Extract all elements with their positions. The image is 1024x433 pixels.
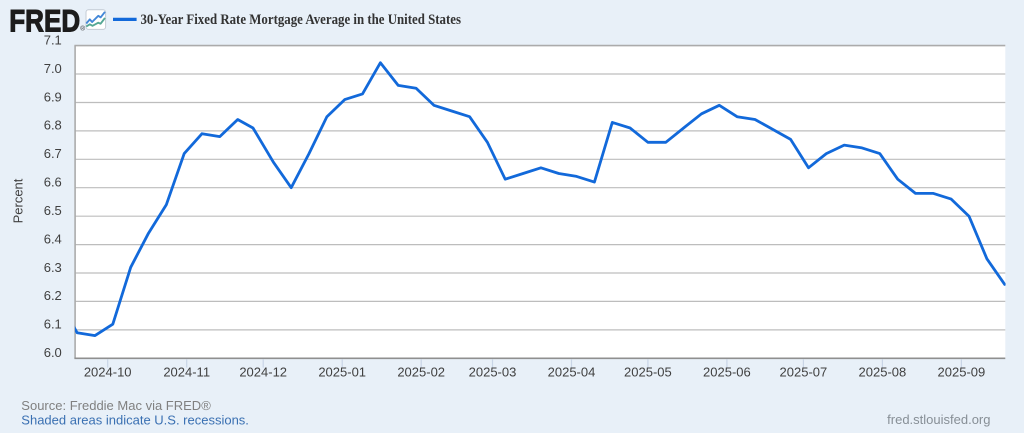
svg-text:2024-12: 2024-12	[239, 364, 287, 379]
svg-text:®: ®	[80, 24, 85, 32]
svg-text:6.1: 6.1	[44, 317, 62, 332]
svg-text:FRED: FRED	[9, 2, 80, 38]
svg-text:2025-07: 2025-07	[780, 364, 828, 379]
svg-text:2024-10: 2024-10	[84, 364, 132, 379]
svg-text:Source: Freddie Mac via FRED®: Source: Freddie Mac via FRED®	[21, 398, 211, 413]
svg-text:Percent: Percent	[11, 178, 26, 223]
svg-text:6.3: 6.3	[44, 260, 62, 275]
svg-text:2025-04: 2025-04	[548, 364, 596, 379]
svg-text:30-Year Fixed Rate Mortgage Av: 30-Year Fixed Rate Mortgage Average in t…	[141, 12, 462, 28]
svg-text:2025-03: 2025-03	[469, 364, 517, 379]
svg-text:2025-09: 2025-09	[938, 364, 986, 379]
svg-text:2025-01: 2025-01	[318, 364, 366, 379]
svg-text:6.9: 6.9	[44, 89, 62, 104]
svg-text:6.2: 6.2	[44, 288, 62, 303]
svg-text:6.7: 6.7	[44, 146, 62, 161]
svg-text:2025-02: 2025-02	[397, 364, 445, 379]
svg-text:6.6: 6.6	[44, 175, 62, 190]
svg-text:2025-05: 2025-05	[624, 364, 672, 379]
svg-text:6.5: 6.5	[44, 203, 62, 218]
svg-text:fred.stlouisfed.org: fred.stlouisfed.org	[887, 412, 990, 427]
svg-text:6.0: 6.0	[44, 345, 62, 360]
svg-text:2025-08: 2025-08	[859, 364, 907, 379]
svg-text:2025-06: 2025-06	[703, 364, 751, 379]
svg-text:Shaded areas indicate U.S. rec: Shaded areas indicate U.S. recessions.	[21, 413, 249, 428]
svg-text:6.8: 6.8	[44, 118, 62, 133]
svg-text:2024-11: 2024-11	[163, 364, 210, 379]
svg-text:6.4: 6.4	[44, 231, 62, 246]
svg-text:7.0: 7.0	[44, 61, 62, 76]
svg-text:7.1: 7.1	[44, 32, 62, 47]
